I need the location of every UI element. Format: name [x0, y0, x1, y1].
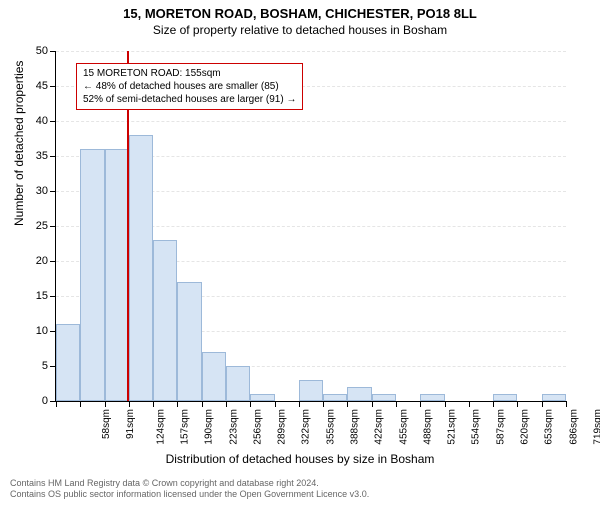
- y-tick-label: 20: [36, 255, 48, 267]
- histogram-bar: [542, 394, 566, 401]
- x-tick-label: 455sqm: [398, 409, 409, 445]
- y-tick: [50, 191, 56, 192]
- y-tick-label: 25: [36, 220, 48, 232]
- x-tick-label: 422sqm: [374, 409, 385, 445]
- info-box-line: 15 MORETON ROAD: 155sqm: [83, 67, 296, 80]
- x-tick: [542, 401, 543, 407]
- x-tick-label: 190sqm: [204, 409, 215, 445]
- x-tick: [347, 401, 348, 407]
- histogram-bar: [202, 352, 226, 401]
- x-tick-label: 223sqm: [228, 409, 239, 445]
- histogram-bar: [80, 149, 104, 401]
- y-tick-label: 10: [36, 325, 48, 337]
- x-tick: [493, 401, 494, 407]
- x-tick: [517, 401, 518, 407]
- x-tick: [299, 401, 300, 407]
- y-tick-label: 40: [36, 115, 48, 127]
- y-tick: [50, 121, 56, 122]
- y-tick: [50, 51, 56, 52]
- histogram-bar: [129, 135, 153, 401]
- x-tick-label: 587sqm: [495, 409, 506, 445]
- x-tick: [250, 401, 251, 407]
- histogram-bar: [250, 394, 274, 401]
- x-tick: [566, 401, 567, 407]
- x-tick: [445, 401, 446, 407]
- y-tick-label: 15: [36, 290, 48, 302]
- histogram-bar: [420, 394, 444, 401]
- grid-line: [56, 51, 566, 52]
- x-tick-label: 521sqm: [447, 409, 458, 445]
- x-tick: [323, 401, 324, 407]
- y-tick-label: 0: [42, 395, 48, 407]
- plot-area: 0510152025303540455058sqm91sqm124sqm157s…: [55, 51, 566, 402]
- chart-subtitle: Size of property relative to detached ho…: [0, 23, 600, 37]
- x-tick: [129, 401, 130, 407]
- x-tick-label: 719sqm: [592, 409, 600, 445]
- y-tick: [50, 296, 56, 297]
- footer-line-1: Contains HM Land Registry data © Crown c…: [10, 478, 590, 489]
- chart-title-address: 15, MORETON ROAD, BOSHAM, CHICHESTER, PO…: [0, 6, 600, 21]
- x-tick: [177, 401, 178, 407]
- histogram-bar: [299, 380, 323, 401]
- histogram-bar: [177, 282, 201, 401]
- x-tick-label: 91sqm: [125, 409, 136, 439]
- x-tick-label: 157sqm: [180, 409, 191, 445]
- histogram-bar: [493, 394, 517, 401]
- x-tick-label: 554sqm: [471, 409, 482, 445]
- x-tick-label: 58sqm: [101, 409, 112, 439]
- x-tick-label: 289sqm: [277, 409, 288, 445]
- x-tick: [275, 401, 276, 407]
- x-tick: [226, 401, 227, 407]
- x-axis-title: Distribution of detached houses by size …: [0, 452, 600, 466]
- x-tick-label: 488sqm: [422, 409, 433, 445]
- x-tick: [80, 401, 81, 407]
- info-box-line: 52% of semi-detached houses are larger (…: [83, 93, 296, 106]
- x-tick-label: 653sqm: [544, 409, 555, 445]
- histogram-bar: [105, 149, 129, 401]
- histogram-bar: [226, 366, 250, 401]
- y-axis-title: Number of detached properties: [12, 61, 26, 226]
- histogram-bar: [347, 387, 371, 401]
- x-tick-label: 355sqm: [325, 409, 336, 445]
- x-tick: [105, 401, 106, 407]
- marker-info-box: 15 MORETON ROAD: 155sqm← 48% of detached…: [76, 63, 303, 110]
- chart-container: 15, MORETON ROAD, BOSHAM, CHICHESTER, PO…: [0, 6, 600, 506]
- histogram-bar: [56, 324, 80, 401]
- y-tick-label: 50: [36, 45, 48, 57]
- histogram-bar: [153, 240, 177, 401]
- histogram-bar: [323, 394, 347, 401]
- histogram-bar: [372, 394, 396, 401]
- x-tick-label: 256sqm: [252, 409, 263, 445]
- y-tick-label: 5: [42, 360, 48, 372]
- x-tick: [202, 401, 203, 407]
- x-tick-label: 322sqm: [301, 409, 312, 445]
- y-tick: [50, 156, 56, 157]
- y-tick: [50, 226, 56, 227]
- y-tick: [50, 86, 56, 87]
- x-tick-label: 620sqm: [520, 409, 531, 445]
- grid-line: [56, 121, 566, 122]
- attribution-footer: Contains HM Land Registry data © Crown c…: [10, 478, 590, 500]
- footer-line-2: Contains OS public sector information li…: [10, 489, 590, 500]
- x-tick: [56, 401, 57, 407]
- y-tick: [50, 261, 56, 262]
- x-tick-label: 686sqm: [568, 409, 579, 445]
- info-box-line: ← 48% of detached houses are smaller (85…: [83, 80, 296, 93]
- y-tick-label: 30: [36, 185, 48, 197]
- x-tick: [420, 401, 421, 407]
- x-tick-label: 388sqm: [350, 409, 361, 445]
- x-tick-label: 124sqm: [155, 409, 166, 445]
- x-tick: [396, 401, 397, 407]
- y-tick-label: 35: [36, 150, 48, 162]
- x-tick: [153, 401, 154, 407]
- x-tick: [372, 401, 373, 407]
- y-tick-label: 45: [36, 80, 48, 92]
- x-tick: [469, 401, 470, 407]
